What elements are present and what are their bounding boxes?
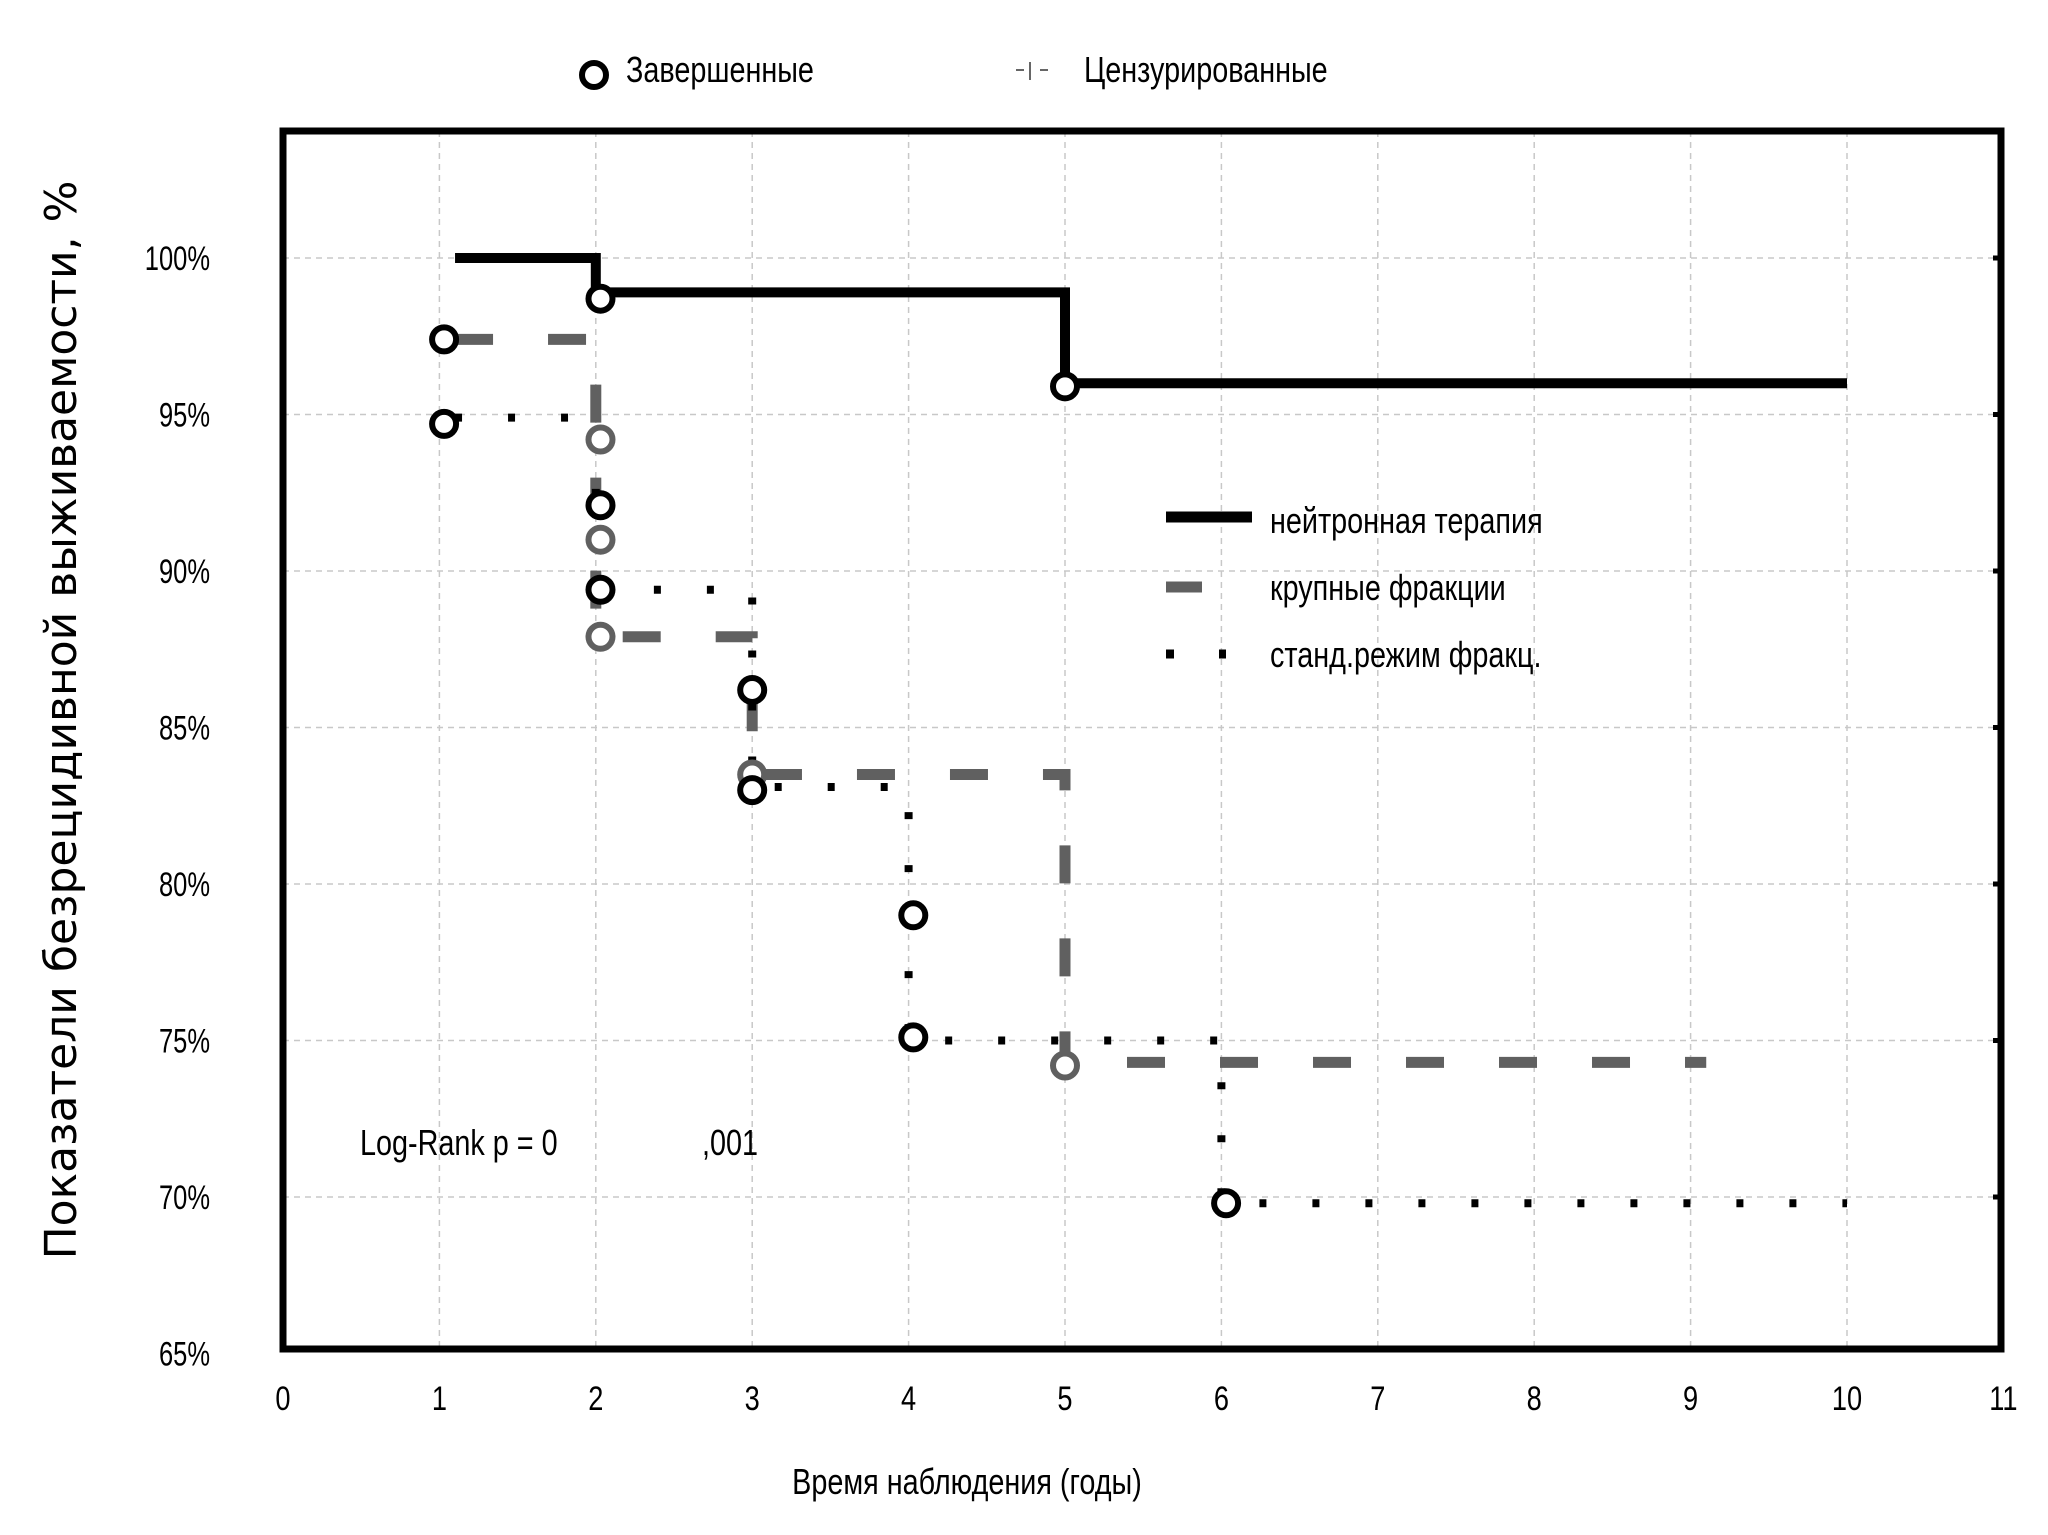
x-axis-title: Время наблюдения (годы) [792, 1461, 1142, 1502]
event-marker [585, 283, 616, 314]
series-line-standard [455, 413, 1847, 1208]
legend-label-large-fractions: крупные фракции [1270, 567, 1506, 608]
event-marker [585, 621, 616, 652]
event-marker [429, 408, 460, 439]
y-tick-label: 70% [159, 1180, 210, 1217]
event-marker [585, 490, 616, 521]
event-marker [737, 775, 768, 806]
legend-label-standard: станд.режим фракц. [1270, 634, 1542, 675]
logrank-annotation: Log-Rank p = 0 ,001 [360, 1122, 758, 1163]
event-marker [585, 424, 616, 455]
event-marker [1050, 371, 1080, 402]
plot-frame [279, 127, 2005, 1353]
x-tick-label: 9 [1683, 1379, 1698, 1418]
y-tick-label: 65% [159, 1336, 210, 1373]
y-tick-label: 90% [159, 554, 210, 591]
y-tick-label: 95% [159, 397, 210, 434]
y-tick-label: 100% [145, 241, 210, 278]
series-line-large-fractions [455, 333, 1707, 1068]
y-tick-label: 75% [159, 1023, 210, 1060]
event-marker [585, 524, 616, 555]
logrank-prefix: Log-Rank p = 0 [360, 1122, 558, 1163]
top-legend: Завершенные Цензурированные [579, 49, 1328, 90]
censored-marker-icon [1016, 62, 1048, 80]
x-tick-label: 2 [588, 1379, 603, 1418]
series-legend: нейтронная терапия крупные фракции станд… [1166, 500, 1543, 675]
event-marker [585, 574, 616, 605]
event-marker [737, 674, 768, 705]
event-marker [898, 900, 929, 931]
x-tick-label: 6 [1214, 1379, 1229, 1418]
event-marker-icon [579, 60, 609, 90]
legend-label-neutron: нейтронная терапия [1270, 500, 1543, 541]
series-lines [455, 253, 1847, 1208]
y-axis-title: Показатели безрецидивной выживаемости, % [36, 181, 87, 1260]
legend-censored-label: Цензурированные [1084, 49, 1328, 90]
y-tick-label: 85% [159, 710, 210, 747]
x-tick-label: 0 [275, 1379, 290, 1418]
x-tick-label: 3 [745, 1379, 760, 1418]
x-tick-label: 10 [1832, 1379, 1862, 1418]
grid [283, 131, 2001, 1349]
x-tick-label: 5 [1057, 1379, 1072, 1418]
logrank-suffix: ,001 [702, 1122, 758, 1163]
x-tick-label: 7 [1370, 1379, 1385, 1418]
event-markers [429, 283, 1242, 1219]
x-tick-label: 1 [432, 1379, 447, 1418]
legend-events-label: Завершенные [626, 49, 814, 90]
x-tick-label: 4 [901, 1379, 916, 1418]
event-marker [898, 1022, 929, 1053]
event-marker [1211, 1188, 1242, 1219]
axis-ticks: 0 1 2 3 4 5 6 7 8 9 10 11 65% 70% 75% 80% 85% 90% 95% 100% [145, 241, 2018, 1418]
event-marker [1050, 1050, 1080, 1081]
y-tick-label: 80% [159, 867, 210, 904]
series-line-neutron [455, 253, 1847, 389]
x-tick-label: 11 [1989, 1379, 2017, 1418]
event-marker [429, 324, 460, 355]
x-tick-label: 8 [1527, 1379, 1542, 1418]
